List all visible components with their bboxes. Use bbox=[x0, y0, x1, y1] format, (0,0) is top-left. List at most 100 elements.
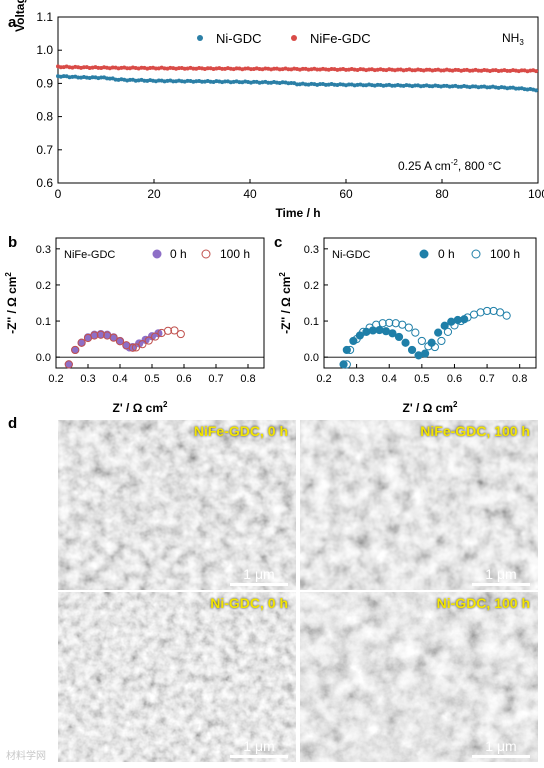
chart-a-point bbox=[223, 79, 228, 84]
data-point bbox=[417, 336, 426, 346]
chart-a-point bbox=[332, 82, 337, 87]
scale-bar: 1 μm bbox=[230, 738, 288, 758]
series-0h bbox=[64, 329, 163, 369]
chart-a-point bbox=[485, 85, 490, 90]
chart-a-point bbox=[148, 65, 153, 70]
xtick-label: 0.6 bbox=[176, 373, 191, 385]
chart-a-series-ni-gdc bbox=[56, 74, 539, 93]
data-point bbox=[144, 336, 153, 345]
data-point bbox=[388, 329, 397, 338]
chart-a-point bbox=[289, 81, 294, 86]
chart-a-xtick-label: 80 bbox=[435, 187, 449, 201]
data-point bbox=[411, 328, 420, 337]
chart-c-eis-ni: 0.2 0.3 0.4 0.5 0.6 0.7 0.8 0.0 0.1 0.2 0.3 Ni-GDC… bbox=[278, 237, 537, 415]
data-point bbox=[398, 320, 407, 329]
panel-label-c: c bbox=[274, 234, 282, 251]
data-point bbox=[375, 325, 384, 335]
chart-a-point bbox=[505, 68, 510, 73]
data-point bbox=[342, 360, 351, 369]
ytick-label: 0.0 bbox=[36, 352, 51, 364]
chart-a-point bbox=[470, 84, 475, 89]
chart-a-point bbox=[61, 74, 66, 79]
chart-a-point bbox=[280, 80, 285, 85]
legend-ni-marker bbox=[197, 35, 203, 41]
chart-a-xtick-label: 100 bbox=[528, 187, 544, 201]
data-point bbox=[128, 343, 137, 352]
data-point bbox=[463, 313, 472, 322]
data-point bbox=[496, 308, 505, 317]
chart-a-point bbox=[404, 83, 409, 88]
chart-c-xlabel: Z' / Ω cm2 bbox=[403, 400, 458, 415]
xtick-label: 0.8 bbox=[512, 373, 527, 385]
chart-a-point bbox=[303, 82, 308, 87]
chart-a-point bbox=[361, 83, 366, 88]
chart-a-point bbox=[456, 84, 461, 89]
xtick-label: 0.2 bbox=[316, 373, 331, 385]
chart-a-point bbox=[81, 65, 86, 70]
chart-a-point bbox=[467, 68, 472, 73]
data-point bbox=[430, 342, 439, 352]
data-point bbox=[176, 329, 185, 339]
chart-c-legend-100h-marker bbox=[471, 249, 481, 259]
series-100h bbox=[342, 306, 511, 369]
chart-c-legend-100h: 100 h bbox=[490, 247, 520, 261]
chart-a-point bbox=[358, 67, 363, 72]
chart-b-xlabel: Z' / Ω cm2 bbox=[113, 400, 168, 415]
data-point bbox=[407, 345, 417, 355]
legend-nife-marker bbox=[291, 35, 297, 41]
chart-a-point bbox=[99, 75, 104, 80]
ytick-label: 0.3 bbox=[36, 244, 51, 256]
data-point bbox=[115, 337, 125, 346]
chart-a-voltage: 0 20 40 60 80 100 0.6 0.7 0.8 0.9 1.0 1.1 Voltage /… bbox=[13, 0, 544, 220]
chart-a-series-nife-gdc bbox=[56, 64, 539, 74]
chart-a-point bbox=[462, 68, 467, 73]
chart-a-xtick-label: 40 bbox=[243, 187, 257, 201]
chart-a-point bbox=[266, 80, 271, 85]
data-point bbox=[482, 306, 492, 316]
xtick-label: 0.3 bbox=[349, 373, 364, 385]
chart-a-point bbox=[168, 65, 173, 70]
chart-a-point bbox=[96, 65, 101, 70]
data-point bbox=[64, 360, 73, 369]
scale-bar: 1 μm bbox=[472, 566, 530, 586]
chart-a-point bbox=[76, 75, 81, 80]
sem-image-ni-0h: Ni-GDC, 0 h 1 μm bbox=[58, 592, 296, 762]
chart-c-legend-0h: 0 h bbox=[438, 247, 455, 261]
chart-a-point bbox=[142, 78, 147, 83]
sem-label: NiFe-GDC, 0 h bbox=[193, 423, 288, 439]
chart-a-point bbox=[257, 66, 262, 71]
legend-nife-label: NiFe-GDC bbox=[310, 31, 371, 46]
chart-a-point bbox=[237, 80, 242, 85]
data-point bbox=[385, 318, 394, 327]
chart-a-point bbox=[413, 83, 418, 88]
chart-a-point bbox=[534, 88, 539, 93]
sem-label: Ni-GDC, 100 h bbox=[436, 595, 530, 611]
chart-b-legend-0h: 0 h bbox=[170, 247, 187, 261]
chart-a-point bbox=[372, 68, 377, 73]
chart-a-ylabel: Voltage / V bbox=[13, 0, 27, 32]
chart-a-point bbox=[295, 82, 300, 87]
chart-b-legend-100h: 100 h bbox=[220, 247, 250, 261]
chart-a-point bbox=[508, 85, 513, 90]
data-point bbox=[440, 321, 449, 330]
chart-a-point bbox=[156, 78, 161, 83]
chart-a-ytick-label: 1.0 bbox=[36, 43, 53, 57]
data-point bbox=[502, 311, 511, 320]
series-100h bbox=[64, 326, 185, 369]
sem-image-nife-0h: NiFe-GDC, 0 h 1 μm bbox=[58, 420, 296, 590]
chart-a-point bbox=[418, 84, 423, 89]
chart-a-point bbox=[263, 66, 268, 71]
chart-a-xtick-label: 0 bbox=[55, 187, 62, 201]
xtick-label: 0.4 bbox=[382, 373, 397, 385]
chart-a-ytick-label: 0.7 bbox=[36, 143, 53, 157]
data-point bbox=[434, 328, 443, 337]
chart-a-point bbox=[272, 66, 276, 71]
sem-image-nife-100h: NiFe-GDC, 100 h 1 μm bbox=[300, 420, 538, 590]
watermark: 材料学网 bbox=[6, 751, 46, 762]
xtick-label: 0.7 bbox=[208, 373, 223, 385]
scale-bar: 1 μm bbox=[230, 566, 288, 586]
chart-a-point bbox=[424, 67, 429, 72]
ytick-label: 0.2 bbox=[36, 280, 51, 292]
xtick-label: 0.5 bbox=[144, 373, 159, 385]
